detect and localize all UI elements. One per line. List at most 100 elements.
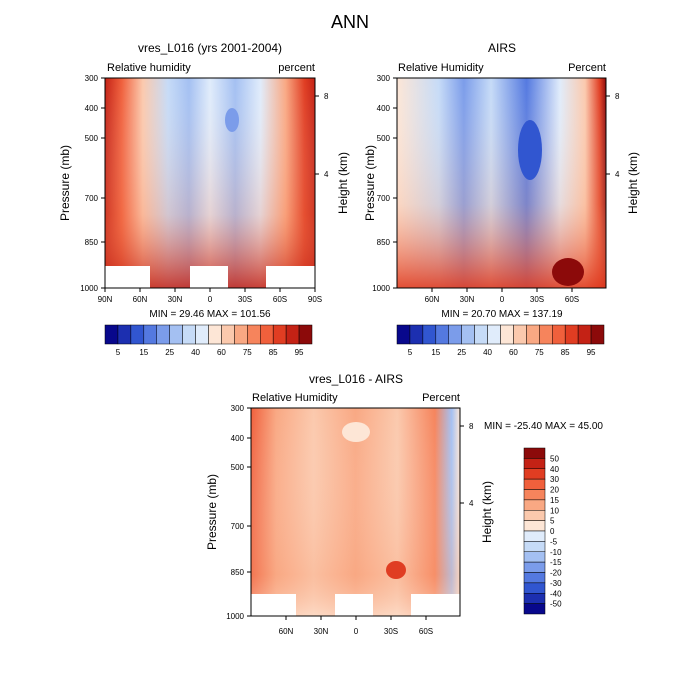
field-label: Relative humidity — [107, 62, 191, 74]
panel-title: vres_L016 - AIRS — [309, 372, 403, 386]
y-ticks: 300 400 500 700 850 1000 — [80, 74, 105, 293]
colorbar: 5 15 25 40 60 75 85 95 — [104, 324, 313, 357]
x-tick-label: 30N — [460, 295, 475, 304]
contour-blob — [552, 258, 584, 286]
contour-blob — [386, 561, 406, 579]
x-ticks: 60N 30N 0 30S 60S — [425, 288, 579, 304]
x-tick-label: 60N — [133, 295, 148, 304]
colorbar-label: 15 — [139, 348, 148, 357]
y-tick-label: 500 — [231, 463, 245, 472]
missing-region — [411, 594, 460, 616]
y-tick-label: 400 — [85, 104, 99, 113]
x-ticks: 90N 60N 30N 0 30S 60S 90S — [98, 288, 322, 304]
colorbar-swatch — [523, 593, 546, 604]
colorbar-swatch — [156, 324, 170, 345]
y-tick-label: 300 — [377, 74, 391, 83]
colorbar-swatch — [474, 324, 488, 345]
colorbar-swatch — [590, 324, 605, 345]
x-tick-label: 0 — [500, 295, 505, 304]
colorbar-label: 50 — [550, 454, 559, 463]
y-tick-label: 850 — [85, 238, 99, 247]
colorbar-label: 25 — [165, 348, 174, 357]
contour-blob — [342, 422, 370, 442]
y-tick-label: 700 — [231, 522, 245, 531]
panel-title: vres_L016 (yrs 2001-2004) — [138, 41, 282, 55]
colorbar-swatch — [523, 468, 546, 480]
x-tick-label: 90S — [308, 295, 322, 304]
missing-region — [190, 266, 228, 288]
colorbar-swatch — [195, 324, 209, 345]
y-tick-label: 500 — [377, 134, 391, 143]
colorbar-swatch — [435, 324, 449, 345]
colorbar-swatch — [564, 324, 579, 345]
x-tick-label: 0 — [208, 295, 213, 304]
x-tick-label: 30N — [314, 627, 329, 636]
contour-field-shading — [251, 408, 460, 616]
y-axis-right-label: Height (km) — [480, 481, 494, 543]
colorbar-label: -5 — [550, 537, 558, 546]
colorbar-label: -30 — [550, 579, 562, 588]
colorbar-swatch — [130, 324, 145, 345]
y-axis-right-label: Height (km) — [336, 152, 350, 214]
y-tick-label: 700 — [377, 194, 391, 203]
colorbar-swatch — [523, 447, 546, 459]
y-tick-label: 700 — [85, 194, 99, 203]
colorbar-swatch — [247, 324, 261, 345]
colorbar-swatch — [523, 603, 546, 615]
colorbar-swatch — [104, 324, 119, 345]
x-tick-label: 30N — [168, 295, 183, 304]
y-tick-label: 300 — [231, 404, 245, 413]
y-tick-label: 300 — [85, 74, 99, 83]
colorbar-label: 60 — [217, 348, 226, 357]
colorbar-swatch — [298, 324, 313, 345]
y-axis-right-label: Height (km) — [626, 152, 640, 214]
height-tick-label: 4 — [615, 170, 620, 179]
colorbar-label: 40 — [191, 348, 200, 357]
right-ticks: 8 4 — [315, 92, 329, 179]
missing-region — [251, 594, 296, 616]
colorbar-swatch — [169, 324, 183, 345]
panel-airs: AIRS Relative Humidity Percent 300 40 0 5… — [363, 41, 640, 357]
colorbar-swatch — [285, 324, 300, 345]
colorbar-swatch — [523, 478, 546, 490]
colorbar-swatch — [523, 561, 546, 573]
stats-text: MIN = -25.40 MAX = 45.00 — [484, 421, 603, 432]
units-label: percent — [278, 62, 315, 74]
colorbar-swatch — [577, 324, 592, 345]
colorbar-swatch — [409, 324, 424, 345]
colorbar-swatch — [461, 324, 475, 345]
colorbar-label: -40 — [550, 589, 562, 598]
colorbar-swatch — [523, 530, 546, 542]
missing-region — [105, 266, 150, 288]
x-tick-label: 60N — [279, 627, 294, 636]
colorbar-swatch — [234, 324, 248, 345]
contour-field-shading — [105, 78, 315, 288]
y-tick-label: 1000 — [372, 284, 390, 293]
y-tick-label: 1000 — [226, 612, 244, 621]
right-ticks: 8 4 — [460, 422, 474, 508]
x-tick-label: 60S — [419, 627, 433, 636]
y-ticks: 300 400 500 700 850 1000 — [226, 404, 251, 621]
colorbar-swatch — [396, 324, 411, 345]
field-label: Relative Humidity — [398, 62, 484, 74]
colorbar-label: 40 — [550, 465, 559, 474]
colorbar-label: 10 — [550, 506, 559, 515]
colorbar-swatch — [523, 520, 546, 532]
units-label: Percent — [568, 62, 606, 74]
y-axis-label: Pressure (mb) — [205, 474, 219, 550]
panel-model: vres_L016 (yrs 2001-2004) Relative humid… — [58, 41, 350, 357]
colorbar-label: 15 — [431, 348, 440, 357]
height-tick-label: 4 — [469, 499, 474, 508]
colorbar-label: 0 — [550, 527, 555, 536]
x-tick-label: 60S — [273, 295, 287, 304]
colorbar-swatch — [523, 582, 546, 594]
colorbar-swatch — [526, 324, 540, 345]
y-axis-label: Pressure (mb) — [58, 145, 72, 221]
height-tick-label: 8 — [615, 92, 620, 101]
panel-title: AIRS — [488, 41, 516, 55]
colorbar-swatch — [143, 324, 157, 345]
contour-blob — [225, 108, 239, 132]
colorbar-label: -15 — [550, 558, 562, 567]
colorbar-label: 40 — [483, 348, 492, 357]
x-tick-label: 30S — [384, 627, 398, 636]
